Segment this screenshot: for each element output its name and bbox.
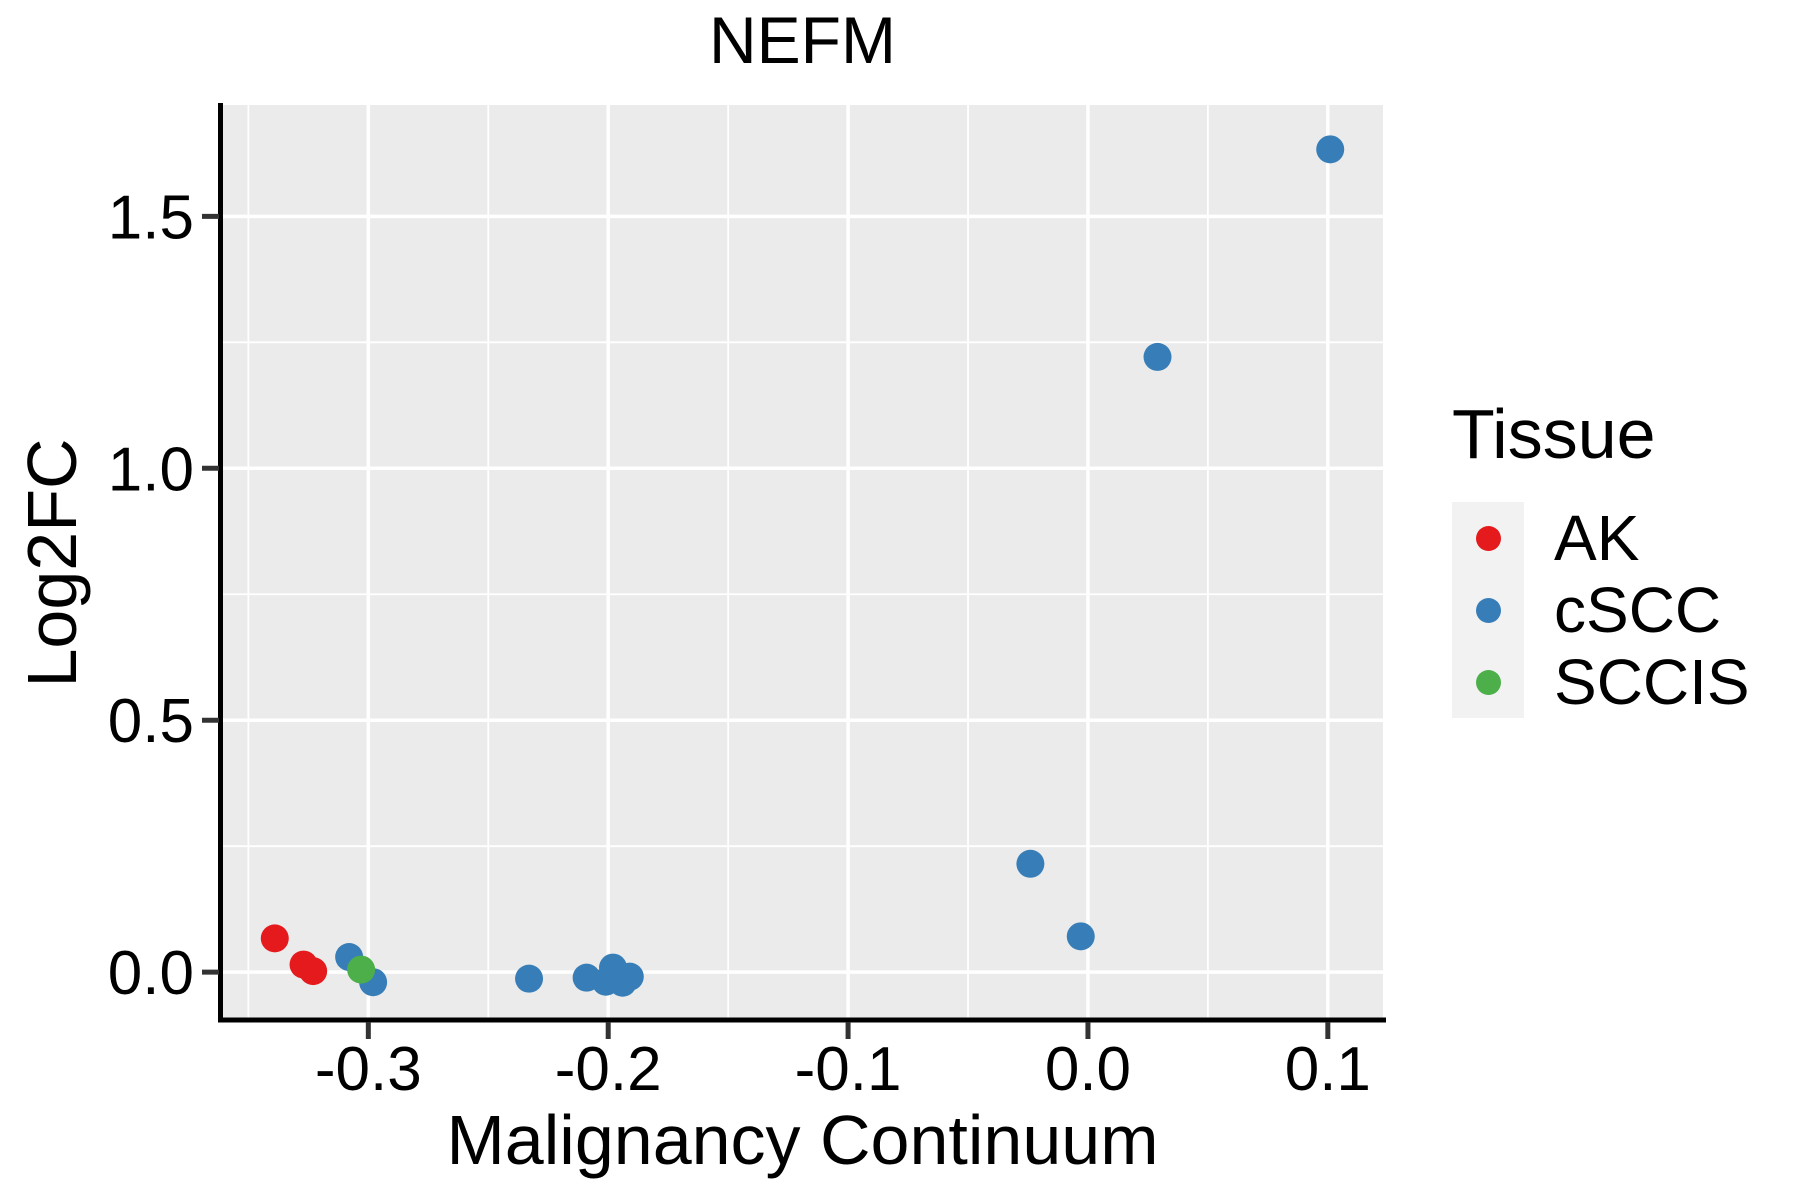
legend-item-label: cSCC <box>1554 574 1722 646</box>
data-point-cSCC <box>1016 849 1045 878</box>
legend-dot-icon <box>1475 669 1501 695</box>
legend-title: Tissue <box>1452 395 1656 473</box>
legend-dot-icon <box>1475 597 1501 623</box>
x-axis-label: Malignancy Continuum <box>446 1101 1159 1179</box>
x-tick-label: 0.1 <box>1285 1035 1371 1104</box>
data-point-AK <box>260 924 289 953</box>
data-point-cSCC <box>1143 342 1172 371</box>
y-axis-label: Log2FC <box>13 438 91 688</box>
chart-title: NEFM <box>709 3 896 77</box>
legend-key <box>1452 574 1524 646</box>
y-tick-label: 1.5 <box>108 183 194 252</box>
x-tick-label: 0.0 <box>1045 1035 1131 1104</box>
legend-item-SCCIS: SCCIS <box>1452 646 1750 718</box>
legend-item-cSCC: cSCC <box>1452 574 1750 646</box>
legend-item-label: SCCIS <box>1554 646 1750 718</box>
data-point-cSCC <box>1066 922 1095 951</box>
y-tick-label: 0.5 <box>108 687 194 756</box>
y-tick-label: 1.0 <box>108 435 194 504</box>
data-point-SCCIS <box>347 955 376 984</box>
data-point-AK <box>299 957 328 986</box>
legend-item-AK: AK <box>1452 502 1750 574</box>
data-point-cSCC <box>615 962 644 991</box>
x-tick-label: -0.1 <box>795 1035 902 1104</box>
y-tick-label: 0.0 <box>108 939 194 1008</box>
legend-dot-icon <box>1475 525 1501 551</box>
legend-items: AK cSCC SCCIS <box>1452 502 1750 718</box>
data-point-cSCC <box>1316 135 1345 164</box>
legend-key <box>1452 646 1524 718</box>
data-point-cSCC <box>515 964 544 993</box>
legend-item-label: AK <box>1554 502 1640 574</box>
x-tick-label: -0.3 <box>315 1035 422 1104</box>
legend-key <box>1452 502 1524 574</box>
panel-background <box>222 105 1383 1020</box>
x-tick-label: -0.2 <box>555 1035 662 1104</box>
